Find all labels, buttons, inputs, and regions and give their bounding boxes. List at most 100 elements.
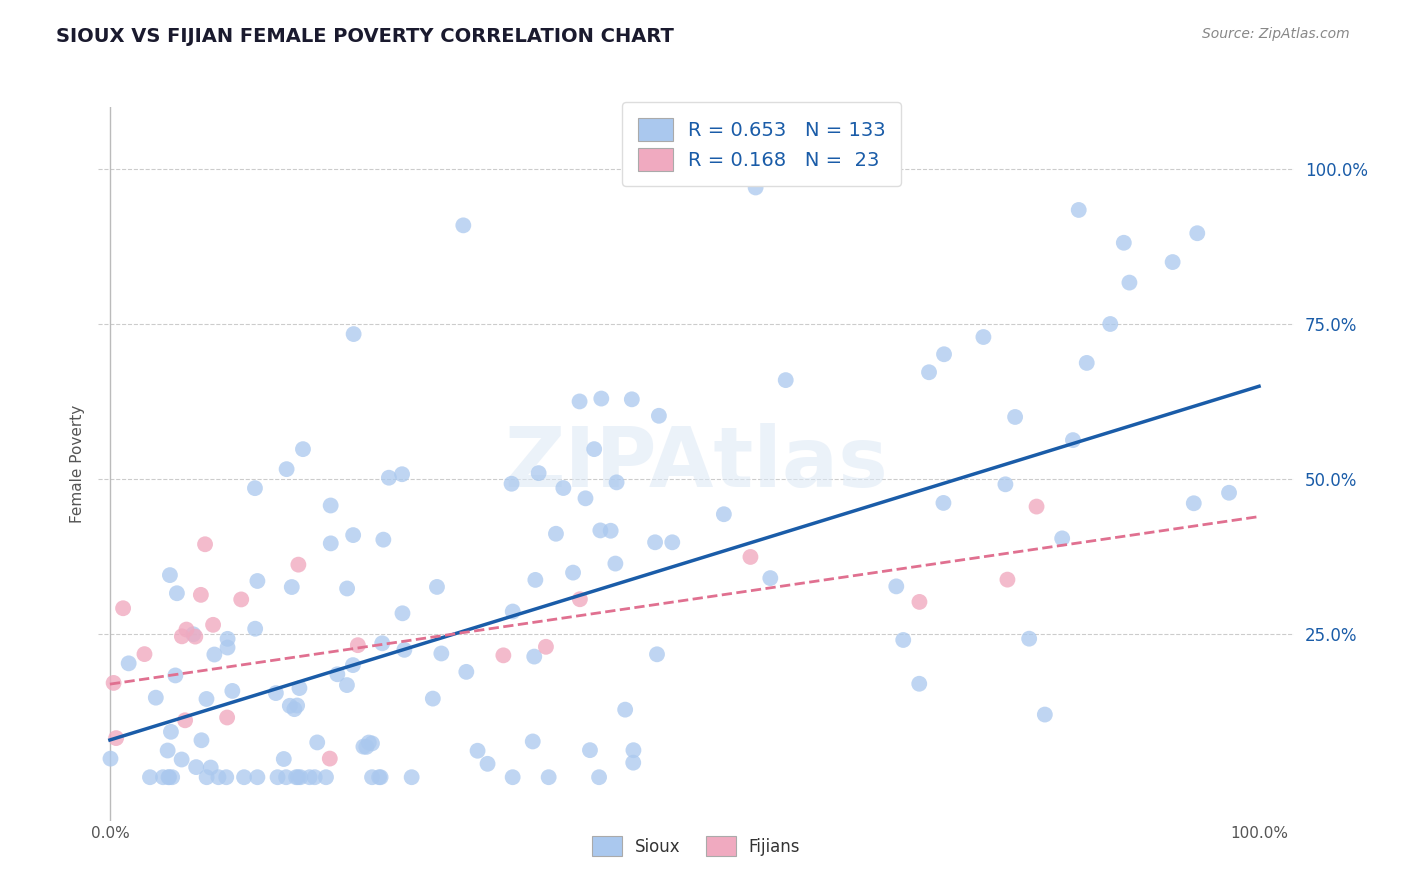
- Point: [336, 678, 359, 692]
- Point: [336, 582, 359, 596]
- Point: [401, 770, 423, 784]
- Point: [523, 649, 546, 664]
- Point: [315, 770, 337, 784]
- Point: [276, 462, 298, 476]
- Point: [1004, 409, 1026, 424]
- Text: SIOUX VS FIJIAN FEMALE POVERTY CORRELATION CHART: SIOUX VS FIJIAN FEMALE POVERTY CORRELATI…: [56, 27, 673, 45]
- Point: [502, 770, 524, 784]
- Point: [343, 327, 366, 342]
- Point: [264, 686, 287, 700]
- Point: [759, 571, 782, 585]
- Point: [1161, 255, 1184, 269]
- Point: [166, 586, 188, 600]
- Point: [908, 595, 931, 609]
- Point: [605, 557, 627, 571]
- Point: [287, 558, 309, 572]
- Point: [453, 219, 475, 233]
- Point: [502, 605, 524, 619]
- Point: [217, 710, 239, 724]
- Point: [202, 617, 225, 632]
- Point: [644, 535, 666, 549]
- Point: [1050, 532, 1073, 546]
- Point: [740, 549, 762, 564]
- Point: [170, 752, 193, 766]
- Point: [243, 481, 266, 495]
- Point: [1062, 433, 1084, 447]
- Point: [456, 665, 478, 679]
- Point: [994, 477, 1017, 491]
- Point: [285, 770, 308, 784]
- Point: [621, 756, 644, 770]
- Point: [562, 566, 585, 580]
- Point: [553, 481, 575, 495]
- Point: [579, 743, 602, 757]
- Point: [1187, 226, 1209, 240]
- Point: [105, 731, 128, 745]
- Point: [1118, 276, 1140, 290]
- Point: [370, 770, 392, 784]
- Point: [207, 770, 229, 784]
- Point: [1018, 632, 1040, 646]
- Point: [492, 648, 515, 663]
- Point: [775, 373, 797, 387]
- Point: [361, 770, 384, 784]
- Point: [932, 496, 955, 510]
- Point: [356, 739, 378, 754]
- Point: [243, 622, 266, 636]
- Point: [152, 770, 174, 784]
- Point: [157, 770, 180, 784]
- Point: [583, 442, 606, 457]
- Point: [574, 491, 596, 506]
- Point: [620, 392, 643, 407]
- Point: [100, 751, 122, 765]
- Point: [195, 692, 218, 706]
- Point: [599, 524, 621, 538]
- Point: [357, 735, 380, 749]
- Point: [997, 573, 1019, 587]
- Point: [588, 770, 610, 784]
- Point: [231, 592, 253, 607]
- Point: [160, 724, 183, 739]
- Point: [246, 770, 269, 784]
- Point: [932, 347, 955, 361]
- Point: [170, 629, 193, 643]
- Point: [623, 743, 645, 757]
- Point: [908, 677, 931, 691]
- Point: [342, 658, 364, 673]
- Point: [391, 607, 413, 621]
- Point: [233, 770, 256, 784]
- Point: [195, 770, 218, 784]
- Point: [544, 526, 567, 541]
- Point: [972, 330, 994, 344]
- Y-axis label: Female Poverty: Female Poverty: [69, 405, 84, 523]
- Point: [648, 409, 671, 423]
- Point: [186, 760, 208, 774]
- Text: Source: ZipAtlas.com: Source: ZipAtlas.com: [1202, 27, 1350, 41]
- Point: [266, 770, 288, 784]
- Point: [319, 751, 342, 765]
- Point: [274, 770, 297, 784]
- Point: [184, 630, 207, 644]
- Point: [287, 770, 309, 784]
- Point: [217, 640, 239, 655]
- Point: [918, 365, 941, 379]
- Point: [281, 580, 304, 594]
- Point: [713, 507, 735, 521]
- Point: [156, 743, 179, 757]
- Point: [645, 648, 668, 662]
- Point: [537, 770, 560, 784]
- Point: [1025, 500, 1047, 514]
- Point: [298, 770, 321, 784]
- Point: [391, 467, 413, 482]
- Point: [744, 180, 766, 194]
- Point: [661, 535, 683, 549]
- Point: [139, 770, 162, 784]
- Point: [527, 466, 550, 480]
- Point: [157, 770, 180, 784]
- Point: [373, 533, 395, 547]
- Point: [430, 647, 453, 661]
- Point: [591, 392, 613, 406]
- Point: [1112, 235, 1135, 250]
- Point: [283, 702, 305, 716]
- Point: [1218, 485, 1240, 500]
